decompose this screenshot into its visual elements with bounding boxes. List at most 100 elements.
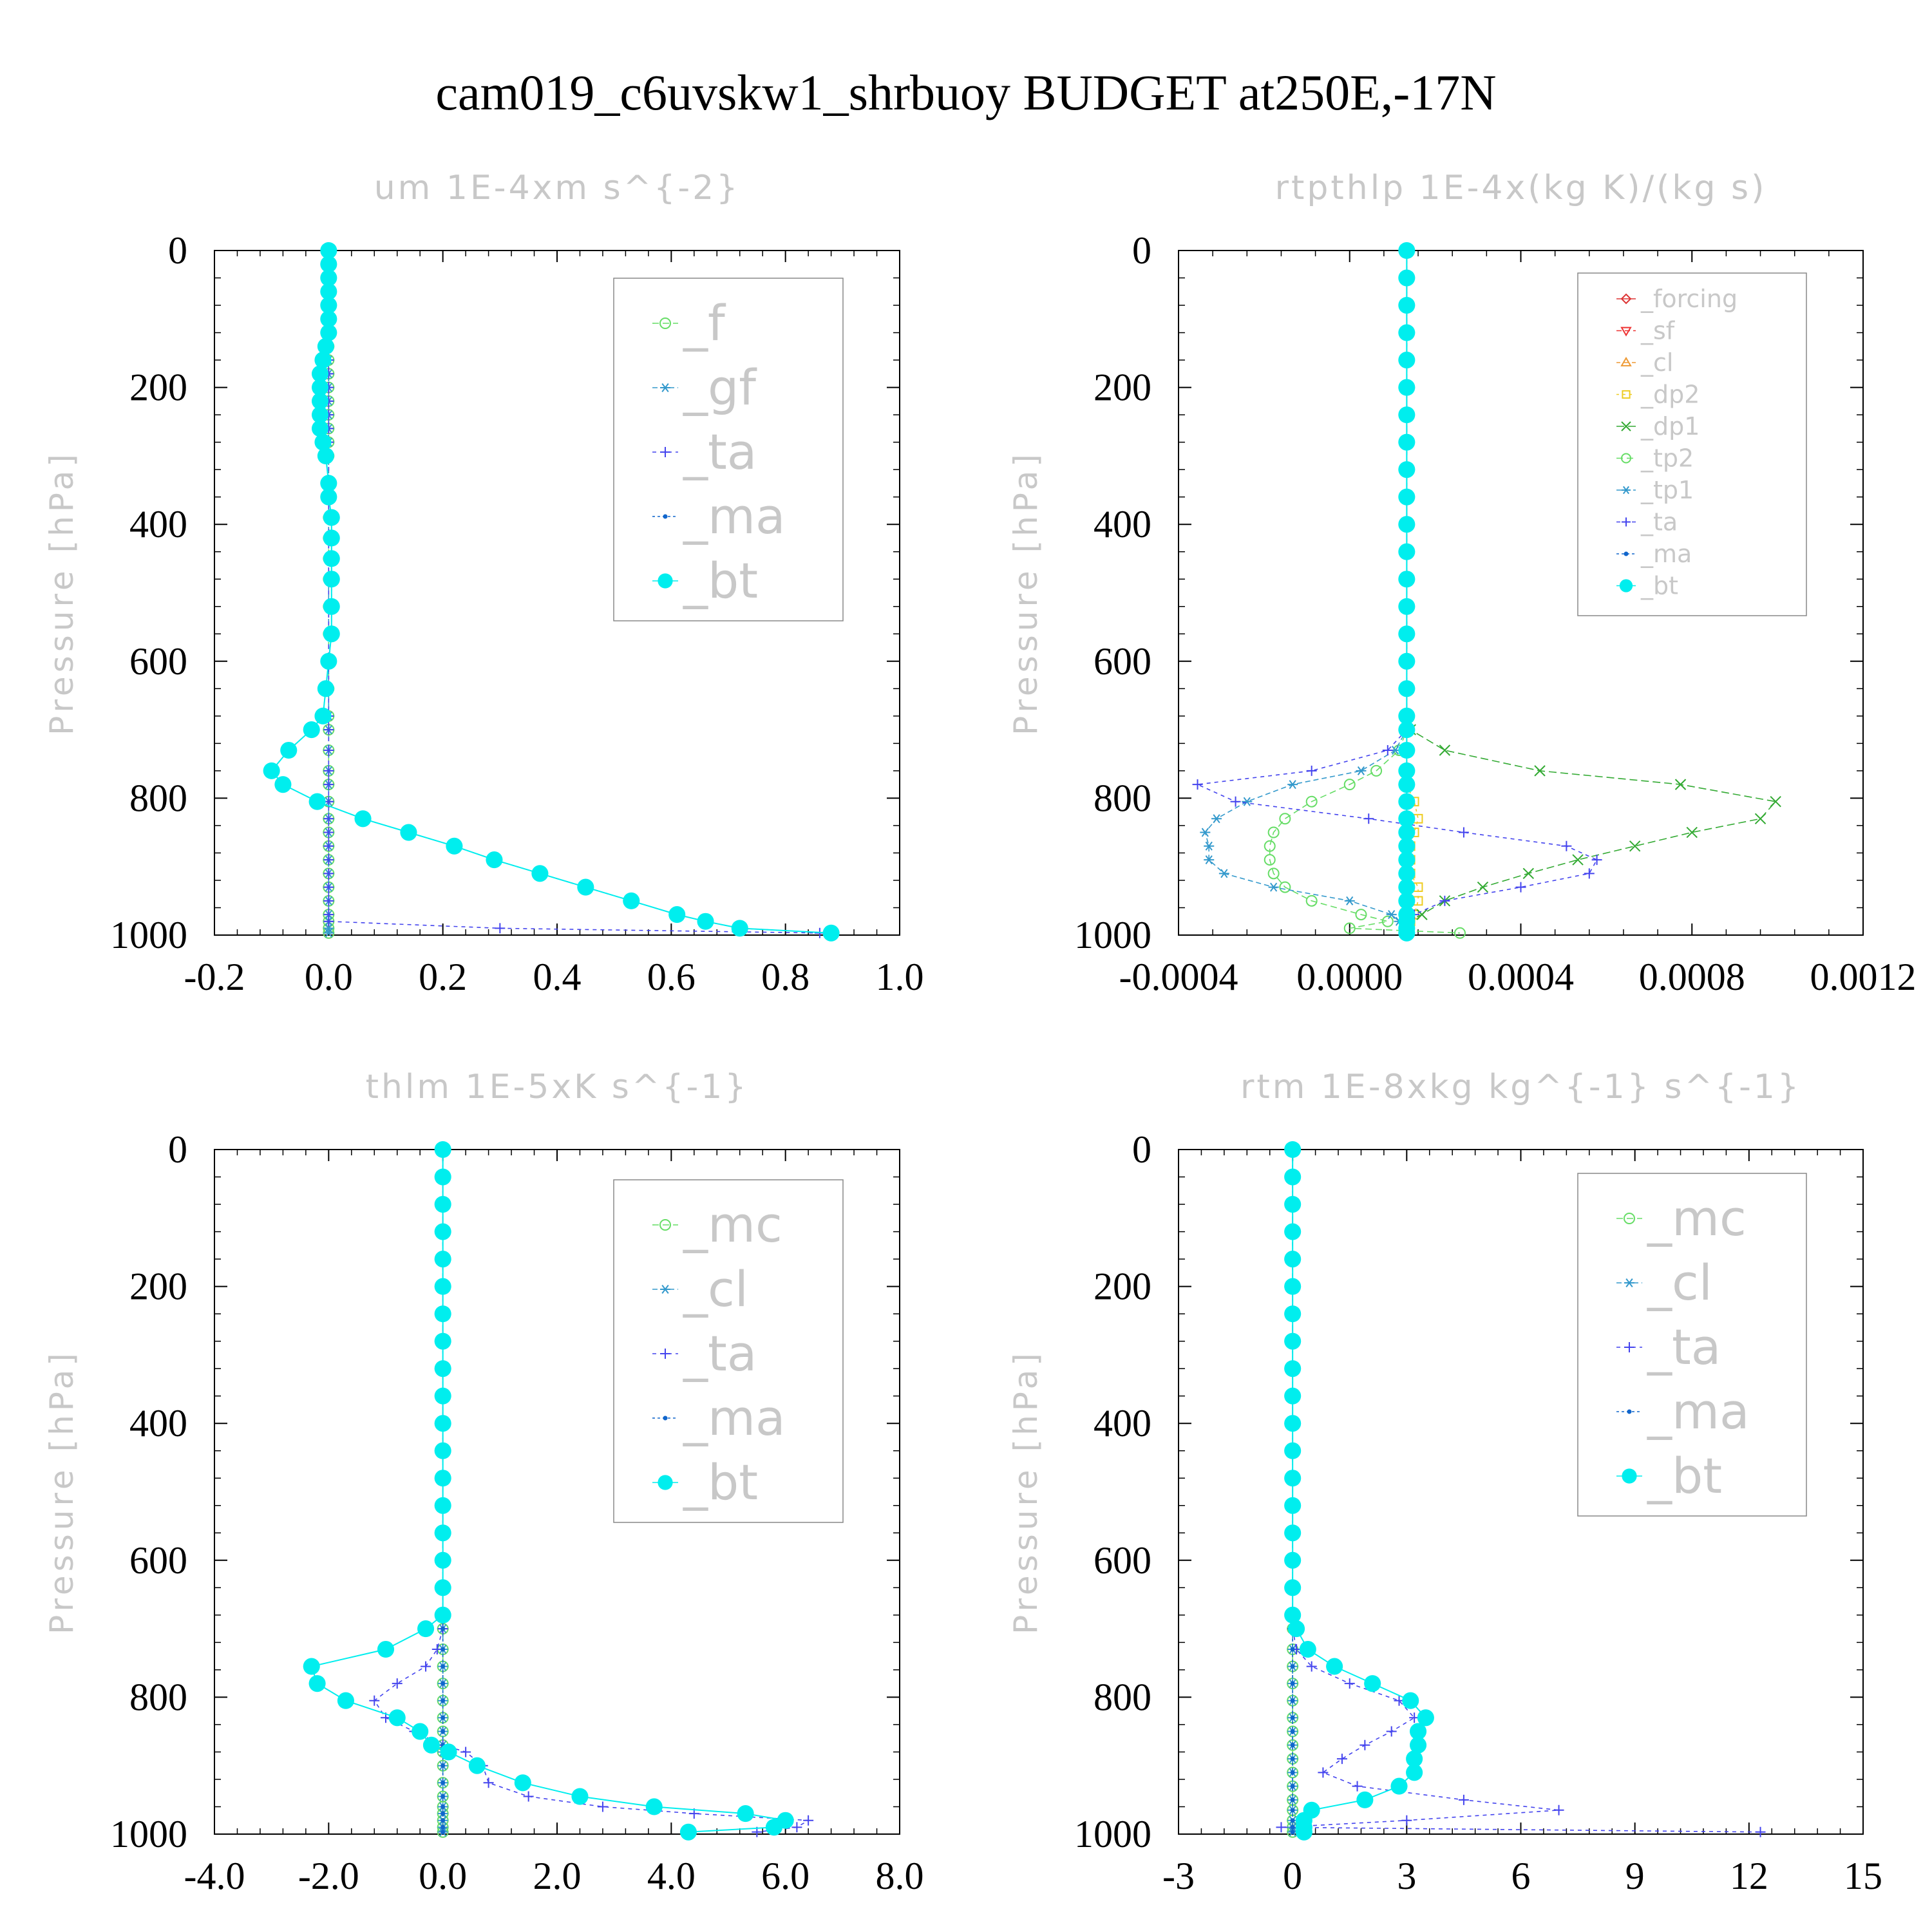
marker-diamond — [1620, 293, 1632, 305]
marker-small-dot — [440, 1681, 446, 1686]
legend-label: _mc — [1647, 1189, 1747, 1247]
marker-dot — [434, 1551, 451, 1569]
legend: _forcing _sf _cl _dp2 _dp1 _tp2 _tp1 _ta _ma _bt — [1577, 272, 1807, 616]
marker-plus — [323, 744, 334, 755]
marker-small-dot — [1290, 1698, 1295, 1703]
marker-dot — [388, 1709, 406, 1727]
marker-plus — [1306, 1661, 1317, 1672]
marker-dot — [1284, 1387, 1302, 1405]
marker-dot — [280, 741, 298, 759]
series-tp2 — [1264, 245, 1466, 939]
marker-dot — [434, 1470, 451, 1487]
marker-dot — [311, 379, 329, 396]
marker-plus — [1306, 765, 1317, 776]
marker-dot — [1410, 1736, 1427, 1754]
marker-dot — [1402, 1692, 1419, 1709]
marker-dot — [320, 296, 337, 314]
legend-label: _bt — [683, 1454, 758, 1511]
marker-plus — [323, 916, 334, 927]
marker-plus — [323, 882, 334, 893]
legend-label: _gf — [683, 359, 757, 416]
y-tick-label: 1000 — [110, 914, 187, 956]
marker-dot — [1398, 269, 1416, 287]
legend-item: _ta — [1616, 1318, 1721, 1376]
marker-asterisk — [1268, 882, 1279, 892]
marker-asterisk — [1344, 896, 1355, 905]
marker-plus — [1553, 1804, 1564, 1815]
marker-small-dot — [1290, 1770, 1295, 1775]
marker-plus — [323, 827, 334, 838]
marker-dot — [434, 1360, 451, 1378]
marker-dot — [1398, 680, 1416, 697]
marker-dot — [1284, 1332, 1302, 1350]
panel-title: um 1E-4xm s^{-2} — [374, 169, 741, 207]
marker-dot — [434, 1497, 451, 1514]
legend-label: _ta — [1647, 1318, 1721, 1376]
marker-dot — [1398, 379, 1416, 396]
marker-x — [1416, 909, 1428, 920]
marker-dot — [1398, 324, 1416, 341]
series-bt — [1284, 1141, 1434, 1841]
legend-label: _dp2 — [1640, 381, 1700, 409]
marker-plus — [431, 1643, 442, 1654]
marker-dot — [311, 365, 329, 383]
marker-triangle-down — [1620, 327, 1632, 337]
y-tick-label: 0 — [1132, 1128, 1151, 1171]
series-line — [1204, 251, 1408, 933]
marker-x — [1754, 813, 1766, 824]
marker-dot — [468, 1757, 486, 1774]
marker-dot — [1284, 1551, 1302, 1569]
legend-label: _ta — [683, 423, 757, 480]
marker-plus — [1230, 796, 1241, 807]
marker-dot — [658, 1475, 673, 1490]
marker-dot — [308, 793, 326, 810]
marker-circle — [1267, 826, 1280, 838]
y-tick-label: 600 — [129, 1539, 187, 1582]
marker-dot — [320, 652, 337, 670]
legend-label: _bt — [683, 552, 758, 609]
marker-circle — [1621, 453, 1631, 464]
legend-box — [1577, 1173, 1807, 1517]
marker-dot — [1356, 1791, 1374, 1808]
marker-dot — [571, 1788, 589, 1805]
marker-dot — [1284, 1305, 1302, 1323]
marker-asterisk — [1386, 910, 1397, 920]
marker-small-dot — [440, 1664, 446, 1669]
x-tick-label: 6.0 — [761, 1855, 810, 1897]
marker-dot — [434, 1223, 451, 1240]
x-tick-label: 0.8 — [761, 956, 810, 998]
marker-dot — [1288, 1620, 1305, 1638]
y-axis-label: Pressure [hPa] — [43, 450, 80, 735]
x-tick-label: 4.0 — [647, 1855, 696, 1897]
marker-dot — [1284, 1195, 1302, 1213]
marker-dot — [1284, 1470, 1302, 1487]
marker-circle — [1624, 1213, 1635, 1224]
marker-dot — [320, 475, 337, 492]
marker-circle — [1279, 881, 1291, 893]
marker-plus — [1363, 813, 1374, 824]
series-line — [1269, 251, 1461, 934]
marker-plus — [1352, 1781, 1363, 1792]
marker-dot — [434, 1579, 451, 1596]
marker-dot — [323, 509, 340, 526]
marker-plus — [460, 1747, 471, 1757]
marker-dot — [1284, 1141, 1302, 1159]
panel-title: thlm 1E-5xK s^{-1} — [366, 1068, 749, 1106]
marker-dot — [323, 625, 340, 643]
marker-dot — [311, 392, 329, 410]
marker-dot — [1284, 1168, 1302, 1186]
marker-asterisk — [323, 928, 334, 938]
x-tick-label: 8.0 — [876, 1855, 924, 1897]
marker-dot — [765, 1819, 782, 1836]
marker-circle — [1305, 795, 1318, 808]
marker-plus — [1318, 1767, 1329, 1778]
marker-small-dot — [1290, 1830, 1295, 1835]
x-tick-label: 9 — [1625, 1855, 1645, 1897]
marker-dot — [434, 1332, 451, 1350]
marker-asterisk — [1211, 814, 1222, 824]
marker-dot — [1398, 461, 1416, 478]
marker-dot — [320, 283, 337, 300]
legend-item: _ma — [1616, 1383, 1750, 1440]
marker-plus — [1192, 779, 1203, 790]
